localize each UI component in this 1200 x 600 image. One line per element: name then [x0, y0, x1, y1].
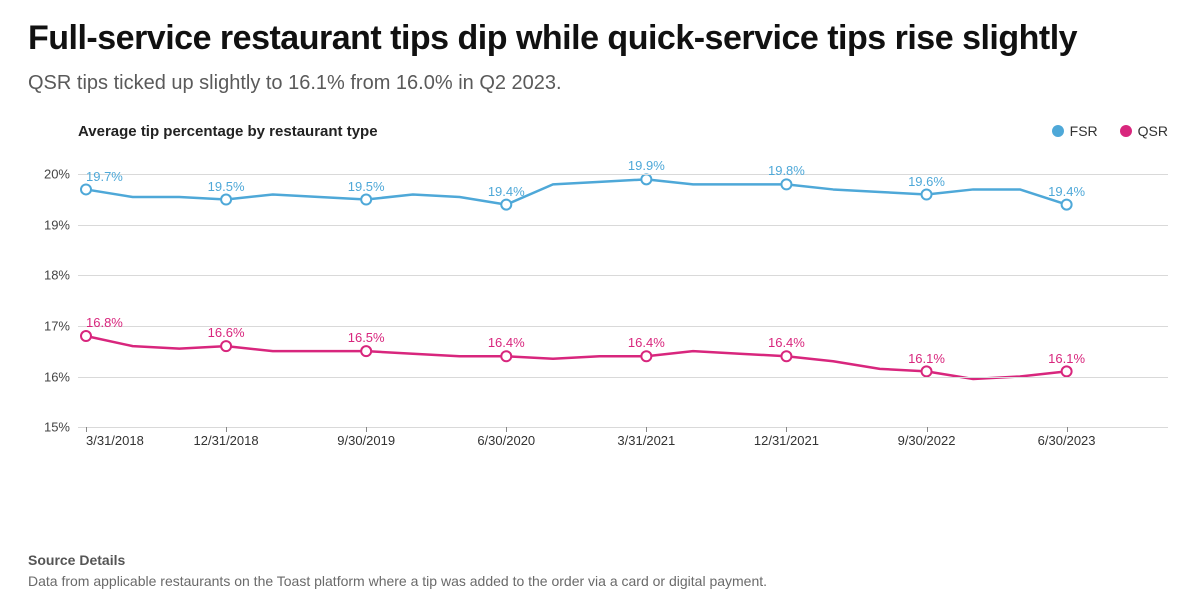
x-tick-mark — [86, 427, 87, 432]
marker-fsr — [221, 195, 231, 205]
legend-item-fsr: FSR — [1052, 123, 1098, 139]
source-text: Data from applicable restaurants on the … — [28, 572, 1172, 590]
gridline — [78, 225, 1168, 226]
y-tick-label: 16% — [44, 369, 70, 384]
marker-qsr — [781, 351, 791, 361]
chart-area: Average tip percentage by restaurant typ… — [28, 123, 1172, 453]
x-tick-mark — [786, 427, 787, 432]
marker-fsr — [1062, 200, 1072, 210]
legend-item-qsr: QSR — [1120, 123, 1168, 139]
marker-qsr — [641, 351, 651, 361]
legend-label-fsr: FSR — [1070, 123, 1098, 139]
marker-qsr — [361, 346, 371, 356]
value-label-qsr: 16.4% — [768, 335, 805, 350]
value-label-qsr: 16.1% — [908, 351, 945, 366]
chart-container: Full-service restaurant tips dip while q… — [0, 0, 1200, 600]
marker-qsr — [501, 351, 511, 361]
marker-fsr — [361, 195, 371, 205]
value-label-qsr: 16.6% — [208, 325, 245, 340]
x-tick-mark — [366, 427, 367, 432]
x-tick-mark — [646, 427, 647, 432]
value-label-qsr: 16.4% — [488, 335, 525, 350]
legend-dot-fsr — [1052, 125, 1064, 137]
y-tick-label: 19% — [44, 217, 70, 232]
gridline — [78, 377, 1168, 378]
value-label-fsr: 19.4% — [1048, 184, 1085, 199]
x-tick-mark — [1067, 427, 1068, 432]
source-footer: Source Details Data from applicable rest… — [28, 552, 1172, 590]
y-tick-label: 18% — [44, 268, 70, 283]
gridline — [78, 275, 1168, 276]
gridline — [78, 174, 1168, 175]
x-tick-mark — [927, 427, 928, 432]
x-tick-label: 12/31/2021 — [754, 433, 819, 448]
x-tick-label: 3/31/2018 — [86, 433, 144, 448]
value-label-fsr: 19.5% — [208, 179, 245, 194]
legend-dot-qsr — [1120, 125, 1132, 137]
value-label-fsr: 19.8% — [768, 163, 805, 178]
legend-label-qsr: QSR — [1138, 123, 1168, 139]
x-tick-label: 12/31/2018 — [194, 433, 259, 448]
x-tick-label: 6/30/2020 — [477, 433, 535, 448]
marker-qsr — [1062, 367, 1072, 377]
chart-inner-title: Average tip percentage by restaurant typ… — [78, 123, 378, 140]
x-axis: 3/31/2018 12/31/2018 9/30/2019 6/30/2020 3/3… — [78, 427, 1168, 453]
marker-fsr — [81, 185, 91, 195]
page-title: Full-service restaurant tips dip while q… — [28, 18, 1172, 58]
value-label-fsr: 19.5% — [348, 179, 385, 194]
x-tick-label: 9/30/2019 — [337, 433, 395, 448]
marker-qsr — [221, 341, 231, 351]
y-axis: 15%16%17%18%19%20% — [28, 149, 78, 427]
value-label-fsr: 19.9% — [628, 158, 665, 173]
x-tick-label: 9/30/2022 — [898, 433, 956, 448]
page-subtitle: QSR tips ticked up slightly to 16.1% fro… — [28, 72, 1172, 95]
x-tick-label: 6/30/2023 — [1038, 433, 1096, 448]
x-tick-mark — [506, 427, 507, 432]
legend: FSR QSR — [1052, 123, 1168, 139]
marker-qsr — [81, 331, 91, 341]
value-label-fsr: 19.6% — [908, 174, 945, 189]
value-label-qsr: 16.8% — [86, 315, 123, 330]
y-tick-label: 17% — [44, 319, 70, 334]
value-label-fsr: 19.7% — [86, 169, 123, 184]
value-label-fsr: 19.4% — [488, 184, 525, 199]
marker-fsr — [501, 200, 511, 210]
marker-fsr — [641, 174, 651, 184]
x-tick-label: 3/31/2021 — [617, 433, 675, 448]
x-tick-mark — [226, 427, 227, 432]
value-label-qsr: 16.4% — [628, 335, 665, 350]
source-heading: Source Details — [28, 552, 1172, 568]
y-tick-label: 15% — [44, 420, 70, 435]
marker-qsr — [922, 367, 932, 377]
y-tick-label: 20% — [44, 167, 70, 182]
marker-fsr — [781, 179, 791, 189]
value-label-qsr: 16.1% — [1048, 351, 1085, 366]
marker-fsr — [922, 190, 932, 200]
plot-region: 19.7% 19.5% 19.5% 19.4% 19.9% 19.8% 19.6% 19.4%… — [78, 149, 1168, 427]
value-label-qsr: 16.5% — [348, 330, 385, 345]
